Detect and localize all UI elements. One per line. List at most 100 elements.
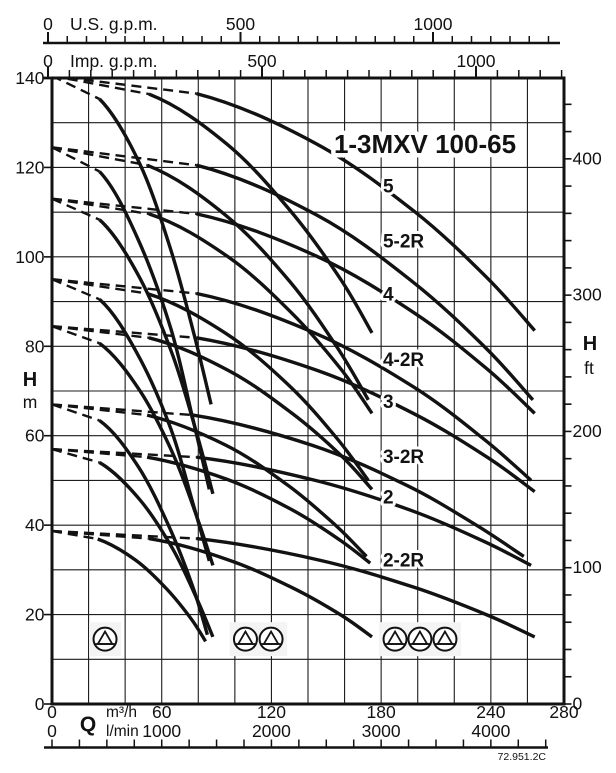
curve-solid-3-2MXV: [148, 336, 374, 491]
curve-dashed-3-3MXV: [52, 325, 197, 339]
h-m-tick-label: 20: [25, 605, 45, 625]
h-ft-tick-label: 0: [573, 694, 583, 714]
h-ft-tick-label: 300: [573, 285, 602, 305]
curve-labels: 5 5-2R 4 4-2R 3 3-2R 2 2-2R: [380, 173, 427, 574]
curve-label-2: 2: [383, 487, 394, 508]
curve-dashed-5-1MXV: [53, 78, 101, 101]
us-gpm-tick-label: 500: [226, 14, 255, 34]
curve-dashed-3-1MXV: [52, 325, 100, 345]
curve-solid-4-2MXV: [148, 212, 374, 415]
pump-icon: [382, 626, 408, 652]
pump-icon: [407, 626, 433, 652]
q-m3h-tick-label: 60: [152, 702, 172, 722]
q-lmin-tick-label: 2000: [252, 721, 291, 741]
curve-dashed-2-3MXV: [52, 447, 197, 459]
curve-dashed-2-1MXV: [52, 447, 100, 464]
us-gpm-axis-title: U.S. g.p.m.: [70, 14, 158, 34]
curve-label-4: 4: [383, 284, 394, 305]
axis-q: 0 60 120 180 240 280 0 1000 2000 3000 4000 Qm³/h l/m…: [44, 702, 579, 763]
pump-symbol-group-1: [89, 622, 122, 657]
curve-dashed-4-2R-3MXV: [52, 278, 197, 295]
curve-label-5-2R: 5-2R: [383, 231, 424, 252]
h-m-tick-label: 60: [25, 426, 45, 446]
pump-icon: [258, 626, 284, 652]
h-m-tick-label: 120: [15, 157, 44, 177]
h-m-tick-label: 100: [15, 247, 44, 267]
curve-solid-4-3MXV: [196, 212, 536, 415]
curve-label-2-2R: 2-2R: [383, 551, 424, 572]
curve-solid-2-2MXV: [146, 455, 372, 565]
curve-dashed-3-2R-3MXV: [52, 403, 193, 417]
curve-dashed-4-1MXV: [52, 197, 100, 221]
curve-solid-4-2R-3MXV: [196, 291, 533, 482]
plot-frame: [50, 76, 566, 706]
pump-symbol-group-3: [379, 622, 461, 657]
h-m-axis-unit: m: [23, 392, 38, 412]
curve-solid-2-1MXV: [98, 461, 215, 638]
q-m3h-tick-label: 240: [476, 702, 505, 722]
curve-solid-3-3MXV: [196, 336, 536, 493]
h-m-tick-label: 80: [25, 336, 45, 356]
q-m3h-tick-label: 120: [257, 702, 286, 722]
h-m-tick-label: 40: [25, 515, 45, 535]
us-gpm-zero-label: 0: [43, 14, 53, 34]
curve-solid-2-2R-2MXV: [148, 536, 373, 639]
imp-gpm-tick-label: 500: [247, 51, 276, 71]
pump-icon: [92, 626, 118, 652]
pump-symbols: [89, 622, 461, 657]
pump-icon: [232, 626, 258, 652]
h-ft-axis-symbol: H: [583, 333, 597, 355]
curve-dashed-2-2R-3MXV: [52, 529, 197, 540]
curve-dashed-4-3MXV: [52, 197, 197, 216]
curve-dashed-4-2R-1MXV: [52, 278, 100, 301]
q-m3h-tick-label: 180: [367, 702, 396, 722]
curve-set-2: [52, 447, 532, 638]
curve-solid-3-2R-3MXV: [192, 413, 525, 558]
q-lmin-tick-label: 1000: [142, 721, 181, 741]
q-axis-unit-lmin: l/min: [106, 723, 139, 740]
curve-label-4-2R: 4-2R: [383, 350, 424, 371]
curve-label-5: 5: [383, 176, 394, 197]
axis-h-m: 140 120 100 80 60 40 20 0 Hm: [15, 68, 52, 714]
curve-set-2-2R: [52, 529, 536, 643]
curve-solid-5-2R-3MXV: [196, 163, 535, 402]
q-m3h-tick-label: 280: [549, 702, 578, 722]
pump-curves: [52, 78, 536, 643]
curve-set-5-2R: [52, 146, 535, 490]
q-axis-unit-m3h: m³/h: [106, 704, 137, 721]
h-m-axis-symbol: H: [23, 369, 37, 391]
q-lmin-tick-label: 0: [47, 721, 57, 741]
drawing-reference: 72.951.2C: [498, 751, 547, 763]
q-axis-symbol: Q: [80, 713, 96, 736]
axis-us-gpm: 0 U.S. g.p.m. 500 1000: [43, 14, 560, 45]
curve-solid-5-2MXV: [148, 92, 374, 334]
curve-solid-3-2R-2MXV: [146, 413, 368, 558]
q-m3h-tick-label: 0: [47, 702, 57, 722]
pump-symbol-group-2: [229, 622, 288, 657]
curve-solid-5-2R-2MXV: [146, 163, 370, 401]
curve-dashed-5-2R-1MXV: [52, 146, 101, 173]
curve-solid-4-1MXV: [98, 218, 215, 495]
curve-set-4: [52, 197, 536, 495]
chart-title: 1-3MXV 100-65: [334, 129, 516, 159]
h-m-tick-label: 0: [35, 694, 45, 714]
curve-dashed-5-2R-3MXV: [52, 146, 197, 167]
pump-icon: [432, 626, 458, 652]
imp-gpm-tick-label: 1000: [457, 51, 496, 71]
curve-label-3: 3: [383, 392, 394, 413]
curve-set-3: [52, 325, 536, 566]
h-ft-axis-unit: ft: [584, 358, 594, 378]
curve-solid-2-2R-3MXV: [196, 536, 536, 639]
curve-solid-2-3MXV: [196, 455, 532, 567]
curve-solid-4-2R-2MXV: [146, 291, 370, 482]
curve-dashed-3-2R-1MXV: [52, 403, 100, 422]
h-ft-tick-label: 200: [573, 421, 602, 441]
q-lmin-tick-label: 4000: [471, 721, 510, 741]
curve-solid-2-2R-1MXV: [97, 537, 208, 643]
h-ft-tick-label: 100: [573, 557, 602, 577]
q-lmin-tick-label: 3000: [362, 721, 401, 741]
imp-gpm-zero-label: 0: [43, 51, 53, 71]
curve-solid-5-3MXV: [196, 91, 536, 332]
